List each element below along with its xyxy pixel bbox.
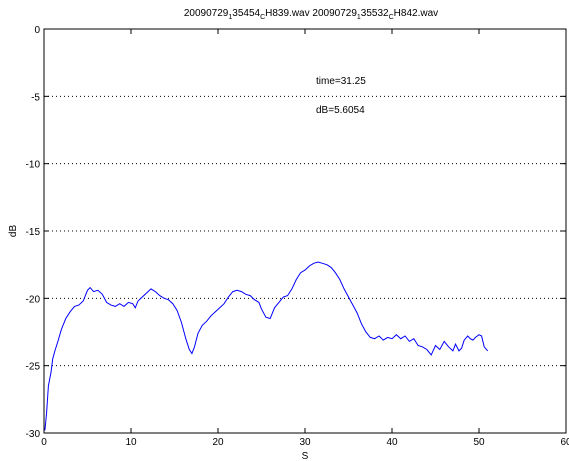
y-tick-label: -30 <box>26 429 41 440</box>
x-tick-label: 50 <box>473 437 485 448</box>
y-axis-label: dB <box>8 225 19 238</box>
annotation-db: dB=5.6054 <box>316 105 365 116</box>
y-tick-label: -5 <box>31 92 40 103</box>
title-part-1: 20090729 <box>184 8 229 19</box>
chart-title: 20090729135454CH839.wav 20090729135532CH… <box>184 8 438 21</box>
title-part-2: 35454 <box>232 8 260 19</box>
title-subscript-4: C <box>389 14 394 21</box>
x-tick-label: 10 <box>125 437 137 448</box>
x-tick-label: 60 <box>560 437 569 448</box>
title-subscript-2: C <box>260 14 265 21</box>
axis-ticks <box>43 28 567 434</box>
series-line <box>44 261 489 431</box>
title-part-5: H842.wav <box>394 8 438 19</box>
y-tick-label: -20 <box>26 294 41 305</box>
y-tick-label: -15 <box>26 227 41 238</box>
title-part-4: 35532 <box>361 8 389 19</box>
x-axis-label: S <box>302 451 309 461</box>
x-tick-label: 40 <box>386 437 398 448</box>
annotation-time: time=31.25 <box>316 76 366 87</box>
x-tick-label: 20 <box>212 437 224 448</box>
x-tick-labels: 0 10 20 30 40 50 60 <box>41 437 569 448</box>
title-subscript-1: 1 <box>228 14 232 21</box>
x-tick-label: 30 <box>299 437 311 448</box>
y-tick-label: -25 <box>26 362 41 373</box>
y-tick-labels: 0 -5 -10 -15 -20 -25 -30 <box>26 25 41 440</box>
x-tick-label: 0 <box>41 437 47 448</box>
title-part-3: H839.wav 20090729 <box>265 8 357 19</box>
title-subscript-3: 1 <box>357 14 361 21</box>
y-tick-label: -10 <box>26 160 41 171</box>
grid-lines <box>44 95 566 367</box>
y-tick-label: 0 <box>34 25 40 36</box>
